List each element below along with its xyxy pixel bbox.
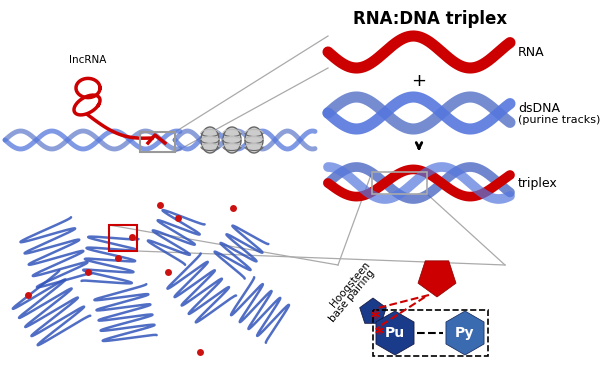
Text: +: + bbox=[412, 72, 427, 90]
Ellipse shape bbox=[245, 127, 263, 153]
Polygon shape bbox=[418, 261, 456, 297]
Bar bbox=[140, 132, 175, 152]
Text: RNA:DNA triplex: RNA:DNA triplex bbox=[353, 10, 507, 28]
Bar bbox=[109, 225, 137, 251]
Polygon shape bbox=[376, 311, 414, 355]
Text: (purine tracks): (purine tracks) bbox=[518, 115, 600, 125]
Text: Hoogsteen: Hoogsteen bbox=[328, 259, 372, 309]
Bar bbox=[372, 172, 427, 194]
Bar bbox=[373, 310, 488, 356]
Polygon shape bbox=[359, 298, 386, 323]
Text: triplex: triplex bbox=[518, 177, 558, 189]
Text: Py: Py bbox=[455, 326, 475, 340]
Text: Pu: Pu bbox=[385, 326, 405, 340]
Text: base pairing: base pairing bbox=[328, 268, 377, 324]
Ellipse shape bbox=[201, 127, 219, 153]
Text: RNA: RNA bbox=[518, 46, 545, 58]
Ellipse shape bbox=[223, 127, 241, 153]
Polygon shape bbox=[446, 311, 484, 355]
Text: dsDNA: dsDNA bbox=[518, 101, 560, 115]
Text: lncRNA: lncRNA bbox=[70, 55, 107, 65]
